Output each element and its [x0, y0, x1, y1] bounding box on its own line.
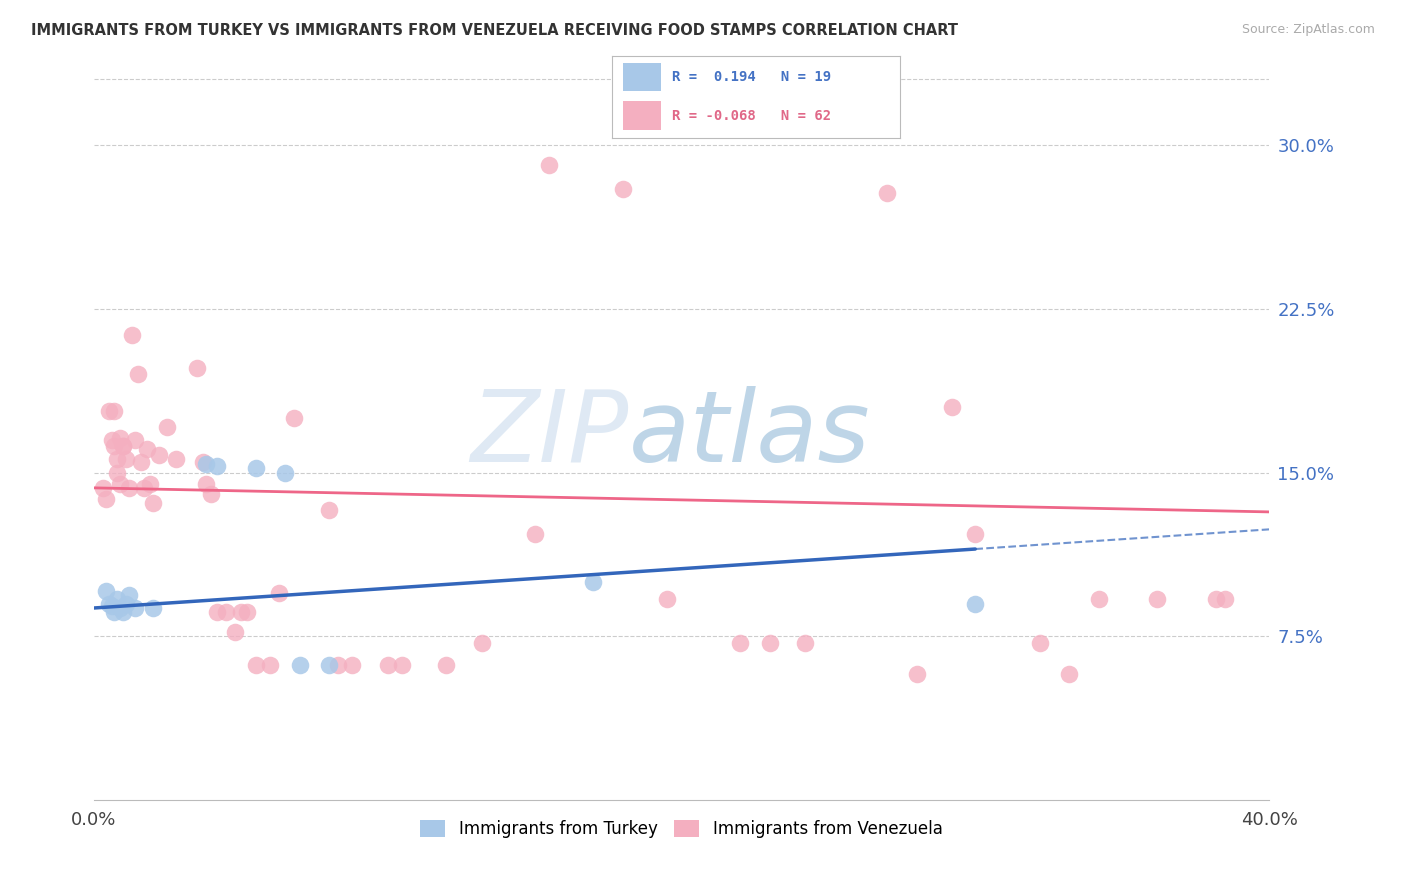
Point: [1213, 592, 1236, 607]
Point: [107, 466, 129, 480]
Point: [377, 657, 399, 672]
Point: [876, 186, 898, 200]
FancyBboxPatch shape: [623, 62, 661, 92]
Point: [224, 625, 246, 640]
Point: [103, 606, 125, 620]
Point: [124, 601, 146, 615]
Point: [245, 657, 267, 672]
Point: [112, 439, 135, 453]
Point: [200, 487, 222, 501]
Point: [538, 158, 561, 172]
Point: [905, 666, 928, 681]
Point: [318, 502, 340, 516]
Point: [129, 455, 152, 469]
Point: [288, 657, 311, 672]
Text: R =  0.194   N = 19: R = 0.194 N = 19: [672, 70, 831, 84]
Point: [207, 606, 229, 620]
Point: [165, 452, 187, 467]
Point: [326, 657, 349, 672]
Point: [229, 606, 252, 620]
Point: [612, 181, 634, 195]
Text: ZIP: ZIP: [471, 386, 628, 483]
Point: [115, 597, 138, 611]
Point: [758, 636, 780, 650]
Point: [391, 657, 413, 672]
Point: [148, 448, 170, 462]
Point: [156, 419, 179, 434]
Text: Source: ZipAtlas.com: Source: ZipAtlas.com: [1241, 23, 1375, 37]
Point: [124, 433, 146, 447]
Point: [110, 476, 132, 491]
Point: [318, 657, 340, 672]
Text: atlas: atlas: [628, 386, 870, 483]
Point: [582, 574, 605, 589]
Point: [100, 599, 122, 613]
Point: [471, 636, 494, 650]
Point: [215, 606, 238, 620]
Point: [97, 404, 120, 418]
Point: [112, 439, 135, 453]
Point: [342, 657, 364, 672]
Point: [100, 433, 122, 447]
Point: [127, 368, 149, 382]
FancyBboxPatch shape: [623, 102, 661, 130]
Point: [142, 601, 165, 615]
Point: [194, 476, 217, 491]
Point: [207, 458, 229, 473]
Point: [1029, 636, 1052, 650]
Point: [139, 476, 162, 491]
Point: [283, 411, 305, 425]
Text: IMMIGRANTS FROM TURKEY VS IMMIGRANTS FROM VENEZUELA RECEIVING FOOD STAMPS CORREL: IMMIGRANTS FROM TURKEY VS IMMIGRANTS FRO…: [31, 23, 957, 38]
Point: [274, 466, 297, 480]
Point: [1059, 666, 1081, 681]
Point: [1146, 592, 1168, 607]
Point: [94, 491, 117, 506]
Point: [110, 601, 132, 615]
Point: [112, 606, 135, 620]
Point: [655, 592, 678, 607]
Point: [259, 657, 281, 672]
Point: [103, 439, 125, 453]
Point: [118, 481, 141, 495]
Point: [1087, 592, 1109, 607]
Point: [793, 636, 815, 650]
Point: [110, 431, 132, 445]
Point: [1205, 592, 1227, 607]
Point: [267, 585, 290, 599]
Point: [121, 328, 143, 343]
Point: [186, 360, 208, 375]
Point: [94, 583, 117, 598]
Point: [245, 461, 267, 475]
Text: R = -0.068   N = 62: R = -0.068 N = 62: [672, 109, 831, 123]
Point: [728, 636, 751, 650]
Point: [107, 592, 129, 607]
Point: [965, 526, 987, 541]
Point: [965, 597, 987, 611]
Point: [523, 526, 546, 541]
Point: [135, 442, 157, 456]
Point: [436, 657, 458, 672]
Point: [97, 597, 120, 611]
Point: [142, 496, 165, 510]
Point: [118, 588, 141, 602]
Point: [941, 400, 963, 414]
Point: [194, 457, 217, 471]
Point: [235, 606, 257, 620]
Point: [115, 452, 138, 467]
Point: [132, 481, 155, 495]
Point: [91, 481, 114, 495]
Point: [107, 452, 129, 467]
Point: [191, 455, 214, 469]
Point: [103, 404, 125, 418]
Legend: Immigrants from Turkey, Immigrants from Venezuela: Immigrants from Turkey, Immigrants from …: [413, 813, 949, 845]
